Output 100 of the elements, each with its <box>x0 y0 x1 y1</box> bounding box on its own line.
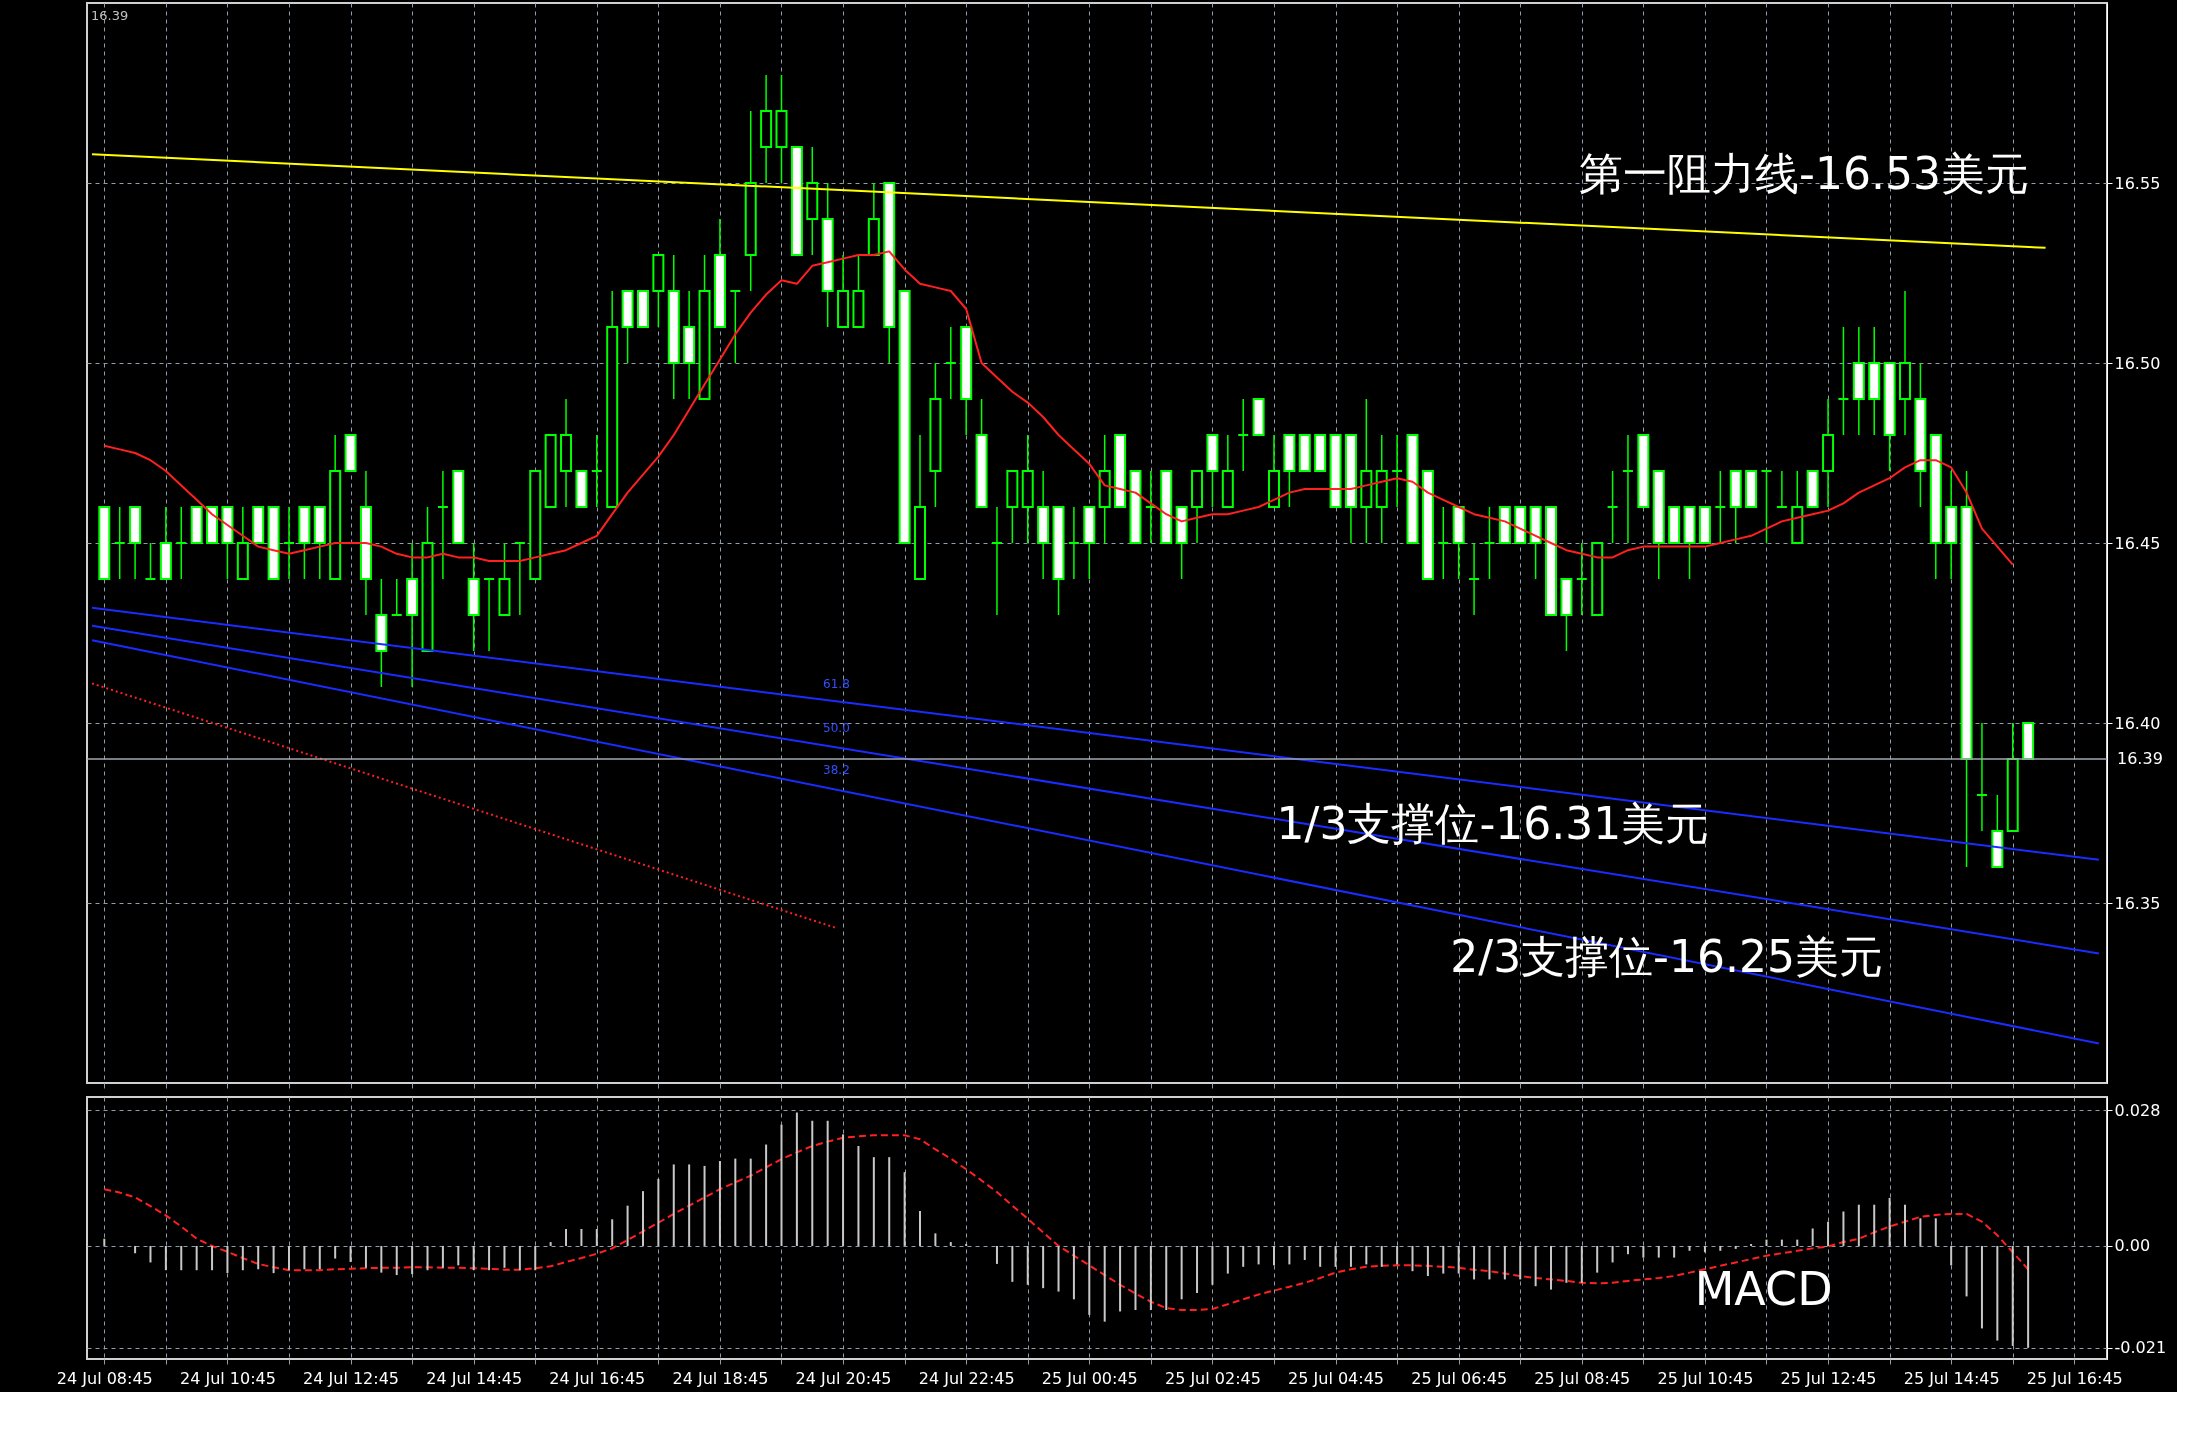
bar <box>457 1245 460 1266</box>
x-tick-label: 25 Jul 14:45 <box>1903 1368 2000 1388</box>
candlestick <box>483 578 496 652</box>
bar <box>1950 1245 1953 1266</box>
bar <box>211 1245 214 1271</box>
x-tick-label: 25 Jul 02:45 <box>1164 1368 1261 1388</box>
annotation: 16.39 <box>91 7 129 23</box>
bar <box>1380 1245 1383 1267</box>
bar <box>1550 1245 1553 1290</box>
annotation: 第一阻力线-16.53美元 <box>1579 147 2029 199</box>
y-tick-label: -0.021 <box>2114 1338 2167 1358</box>
candlestick <box>144 542 157 580</box>
bar <box>1996 1245 1999 1341</box>
candlestick <box>1144 470 1157 544</box>
bar <box>1765 1239 1768 1246</box>
bar <box>1072 1245 1075 1300</box>
candlestick <box>1606 470 1619 544</box>
bar <box>1780 1239 1783 1246</box>
bar <box>288 1245 290 1271</box>
bar <box>949 1242 952 1246</box>
bar <box>1719 1245 1722 1251</box>
bar <box>1980 1245 1983 1329</box>
bar <box>1703 1245 1706 1253</box>
line-series <box>103 250 2014 566</box>
bar <box>580 1228 583 1246</box>
bar <box>1426 1245 1429 1277</box>
y-tick-label: 0.028 <box>2114 1100 2161 1120</box>
candlestick <box>1391 434 1404 508</box>
x-tick-label: 25 Jul 08:45 <box>1534 1368 1631 1388</box>
x-tick-label: 24 Jul 12:45 <box>303 1368 400 1388</box>
candlestick <box>436 470 449 580</box>
bar <box>1565 1245 1568 1283</box>
bar <box>518 1245 521 1271</box>
bar <box>1042 1245 1045 1289</box>
y-tick-label: 16.55 <box>2114 173 2161 193</box>
bar <box>1827 1221 1830 1246</box>
bar <box>2027 1245 2030 1348</box>
bar <box>1642 1245 1645 1258</box>
y-tick-label: 0.00 <box>2114 1236 2151 1256</box>
bar <box>749 1158 752 1246</box>
x-tick-label: 24 Jul 22:45 <box>918 1368 1015 1388</box>
bar <box>1811 1228 1814 1246</box>
bar <box>1611 1245 1614 1263</box>
bar <box>1411 1245 1414 1272</box>
x-tick-label: 25 Jul 04:45 <box>1288 1368 1385 1388</box>
bar <box>734 1158 737 1246</box>
candlestick <box>390 578 403 616</box>
bar <box>1149 1245 1152 1310</box>
candlestick <box>990 506 1003 616</box>
x-tick-label: 24 Jul 10:45 <box>179 1368 276 1388</box>
bar <box>1011 1245 1014 1282</box>
annotation: MACD <box>1694 1261 1833 1316</box>
x-tick-label: 24 Jul 08:45 <box>56 1368 153 1388</box>
bar <box>1673 1245 1676 1258</box>
bar <box>842 1134 845 1246</box>
bar <box>1473 1245 1476 1280</box>
bar <box>164 1245 167 1271</box>
bar <box>303 1245 306 1270</box>
bar <box>349 1245 352 1262</box>
y-tick-label: 16.40 <box>2114 713 2161 733</box>
bar <box>549 1242 552 1246</box>
bar <box>272 1245 275 1274</box>
bar <box>441 1245 444 1268</box>
y-tick-label: 16.50 <box>2114 353 2161 373</box>
bar <box>688 1164 691 1246</box>
bar <box>241 1245 244 1271</box>
candlestick <box>1067 506 1080 580</box>
bar <box>1442 1245 1445 1274</box>
bar <box>1596 1245 1599 1273</box>
bar <box>1180 1245 1183 1300</box>
candlestick <box>590 434 603 508</box>
bar <box>995 1245 998 1264</box>
y-tick-label: 16.45 <box>2114 533 2161 553</box>
annotation: 61.8 <box>823 677 850 692</box>
bar <box>657 1179 660 1246</box>
bar <box>134 1245 137 1254</box>
bar <box>1626 1245 1629 1255</box>
bar <box>1904 1204 1906 1246</box>
bar <box>472 1245 475 1271</box>
x-tick-label: 25 Jul 06:45 <box>1411 1368 1508 1388</box>
annotation: 38.2 <box>823 762 850 777</box>
bar <box>718 1161 721 1246</box>
bar <box>1488 1245 1491 1280</box>
bar <box>1734 1245 1737 1249</box>
bar <box>857 1146 860 1246</box>
bar <box>1396 1245 1399 1265</box>
bar <box>780 1124 783 1246</box>
bar <box>641 1191 644 1246</box>
bar <box>903 1172 906 1246</box>
x-tick-label: 24 Jul 14:45 <box>426 1368 523 1388</box>
bar <box>1688 1245 1691 1251</box>
bar <box>1657 1245 1660 1258</box>
bar <box>103 1238 106 1246</box>
candlestick <box>1975 722 1988 832</box>
bar <box>1457 1245 1460 1274</box>
x-tick-label: 24 Jul 16:45 <box>549 1368 646 1388</box>
bar <box>1534 1245 1537 1287</box>
bar <box>795 1112 798 1246</box>
candlestick <box>1837 326 1850 436</box>
bar <box>364 1245 367 1268</box>
